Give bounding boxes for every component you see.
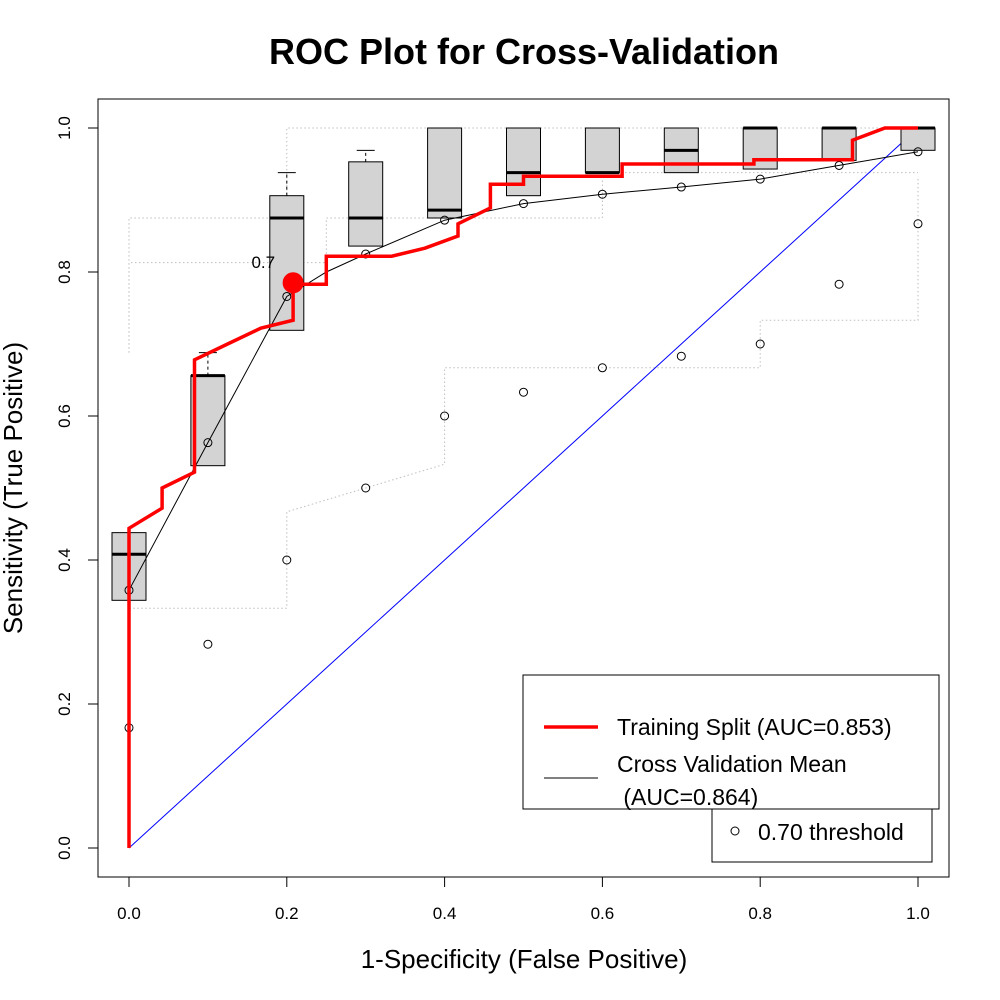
- legend-label-cv-mean-auc: (AUC=0.864): [617, 784, 758, 810]
- boxplot-box: [821, 127, 857, 161]
- cv-mean-point: [755, 174, 765, 184]
- threshold-point: [361, 483, 371, 493]
- threshold-point: [913, 219, 923, 229]
- threshold-legend-label: 0.70 threshold: [758, 819, 904, 845]
- threshold-marker: [282, 272, 304, 294]
- legend-box: [522, 674, 940, 810]
- threshold-point: [203, 639, 213, 649]
- axes-layer: 0.0 0.0 0.2 0.2 0.4 0.4 0.6 0.6 0.8 0.8 1.0 1.0: [55, 116, 930, 923]
- cv-mean-point: [282, 291, 292, 301]
- legend: Training Split (AUC=0.853) Cross Validat…: [522, 674, 940, 863]
- cv-mean-point: [676, 182, 686, 192]
- x-tick-label: 1.0: [906, 904, 930, 923]
- y-tick-label: 0.8: [55, 260, 74, 284]
- cv-mean-point: [203, 438, 213, 448]
- legend-label-training: Training Split (AUC=0.853): [617, 714, 892, 740]
- boxplot-box: [742, 127, 778, 170]
- threshold-marker-label: 0.7: [251, 253, 275, 272]
- threshold-point: [519, 387, 528, 397]
- threshold-point: [676, 351, 686, 361]
- y-tick-label: 0.4: [55, 548, 74, 572]
- chart-title: ROC Plot for Cross-Validation: [269, 31, 779, 72]
- envelope-lower-line: [128, 176, 919, 848]
- threshold-legend-symbol: [730, 826, 740, 836]
- y-tick-label: 0.2: [55, 692, 74, 716]
- x-axis-title: 1-Specificity (False Positive): [361, 944, 688, 974]
- y-axis-title: Sensitivity (True Positive): [0, 342, 28, 634]
- x-tick-label: 0.6: [591, 904, 615, 923]
- x-tick-label: 0.2: [275, 904, 299, 923]
- threshold-point: [282, 555, 292, 565]
- cv-mean-point: [519, 199, 528, 209]
- training-roc-line: [127, 126, 918, 848]
- x-tick-label: 0.0: [117, 904, 141, 923]
- y-tick-label: 0.6: [55, 404, 74, 428]
- cv-mean-point: [597, 189, 607, 199]
- threshold-point: [440, 411, 450, 421]
- cv-mean-point: [440, 215, 450, 225]
- boxplot-box: [584, 127, 620, 174]
- threshold-point: [755, 339, 765, 349]
- boxplot-box: [348, 161, 384, 247]
- boxplot-box: [427, 127, 463, 219]
- threshold-point: [834, 279, 844, 289]
- threshold-legend-box: [711, 808, 933, 863]
- x-tick-label: 0.4: [433, 904, 457, 923]
- cv-mean-point: [361, 249, 371, 259]
- y-tick-label: 1.0: [55, 116, 74, 140]
- plot-layer: 0.7: [111, 126, 936, 849]
- cv-mean-point: [913, 147, 923, 157]
- y-tick-label: 0.0: [55, 836, 74, 860]
- legend-label-cv-mean: Cross Validation Mean: [617, 751, 847, 777]
- x-tick-label: 0.8: [748, 904, 772, 923]
- boxplot-box: [900, 127, 936, 151]
- threshold-point: [597, 363, 607, 373]
- chance-diagonal-line: [128, 127, 919, 849]
